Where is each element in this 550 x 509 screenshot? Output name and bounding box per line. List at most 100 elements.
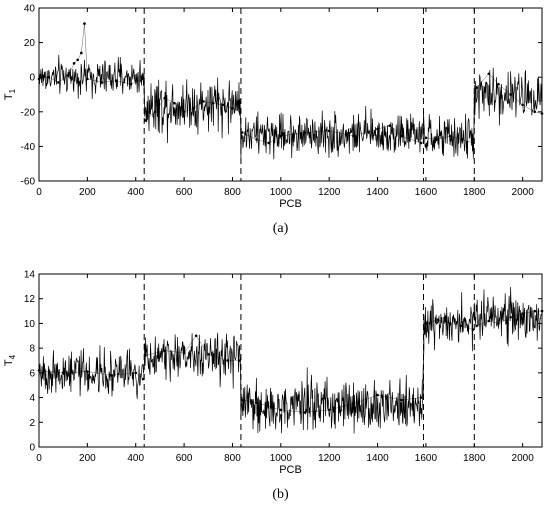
y-tick-label: 0 [29,443,35,454]
data-point [83,22,86,25]
data-point [240,398,244,402]
x-tick-label: 1600 [415,187,438,198]
data-point [72,62,76,65]
y-axis-label-main: T [3,359,15,366]
y-tick-label: 2 [29,418,35,429]
y-tick-label: 6 [29,368,35,379]
y-axis-label-subscript: 4 [8,354,17,359]
data-point [279,408,283,412]
data-point [238,359,242,362]
x-axis-label: PCB [279,464,302,476]
x-tick-label: 800 [224,453,241,464]
data-point [221,103,225,107]
y-tick-label: 14 [24,270,36,281]
x-tick-label: 1200 [318,453,341,464]
data-point [497,82,500,86]
data-point [376,127,379,131]
data-point [144,354,147,357]
data-point [497,322,500,325]
data-point [238,110,242,114]
x-tick-label: 2000 [512,187,535,198]
data-point [61,371,65,375]
data-point [376,393,379,397]
data-point [471,328,475,331]
data-point [211,101,215,105]
data-point [86,370,89,373]
data-point [182,351,186,355]
data-point [327,408,331,412]
data-point [115,79,118,82]
y-tick-label: 20 [24,38,36,49]
panel-b: 0 200 400 600 800 1000 1200 1400 1600 1800 2000 0 2 4… [3,270,544,502]
panel-a: 0 200 400 600 800 1000 1200 1400 1600 1800 2000-60… [3,4,544,236]
x-tick-label: 400 [127,187,144,198]
x-tick-label: 200 [79,187,96,198]
data-point [141,77,145,81]
data-point [226,359,229,362]
x-tick-label: 1200 [318,187,341,198]
x-axis-label: PCB [279,198,302,210]
data-point [100,81,104,84]
x-tick-label: 400 [127,453,144,464]
data-point [110,374,113,377]
data-point [76,58,79,62]
y-axis-label: T4 [3,354,17,366]
data-point [182,110,186,114]
data-point [509,93,512,96]
data-point [400,398,404,402]
data-point [57,81,60,84]
signal-trace [39,54,542,160]
data-point [163,96,167,100]
data-point [153,110,157,114]
panel-caption: (b) [272,487,289,502]
axes-box [38,273,543,448]
data-point [475,324,479,328]
data-point [424,322,428,325]
data-point [267,141,271,145]
data-point [352,134,355,138]
data-point [487,319,491,323]
data-point [521,312,524,315]
data-point [419,396,423,399]
data-point [279,134,283,138]
data-point [303,131,307,134]
x-tick-label: 2000 [512,453,535,464]
data-point [255,138,258,141]
data-point [460,324,464,328]
data-point [521,103,524,107]
data-point [141,377,145,381]
data-point [86,77,89,81]
x-tick-label: 0 [36,187,42,198]
x-tick-label: 1800 [463,187,486,198]
data-point [487,72,491,76]
x-tick-label: 1000 [270,453,293,464]
x-tick-label: 1600 [415,453,438,464]
data-point [129,82,133,86]
x-tick-label: 1400 [366,453,389,464]
data-point [460,138,464,141]
x-tick-label: 600 [176,453,193,464]
data-point [173,101,176,105]
signal-trace [39,286,542,434]
data-point [66,74,70,77]
panel-caption: (a) [273,221,289,236]
data-point [475,86,479,89]
data-point [424,136,428,140]
y-axis-label-subscript: 1 [8,88,17,93]
data-point [448,134,452,138]
y-tick-label: -60 [21,177,36,188]
data-point [303,411,307,414]
y-tick-label: -40 [21,142,36,153]
data-point [509,315,512,319]
data-point [144,119,147,122]
y-tick-label: 40 [24,4,36,15]
data-point [255,401,258,404]
data-point [206,353,210,356]
data-point [533,309,537,313]
x-tick-label: 200 [79,453,96,464]
data-point [327,129,331,133]
data-point [352,402,355,406]
data-point [192,107,196,110]
data-point [80,51,83,55]
